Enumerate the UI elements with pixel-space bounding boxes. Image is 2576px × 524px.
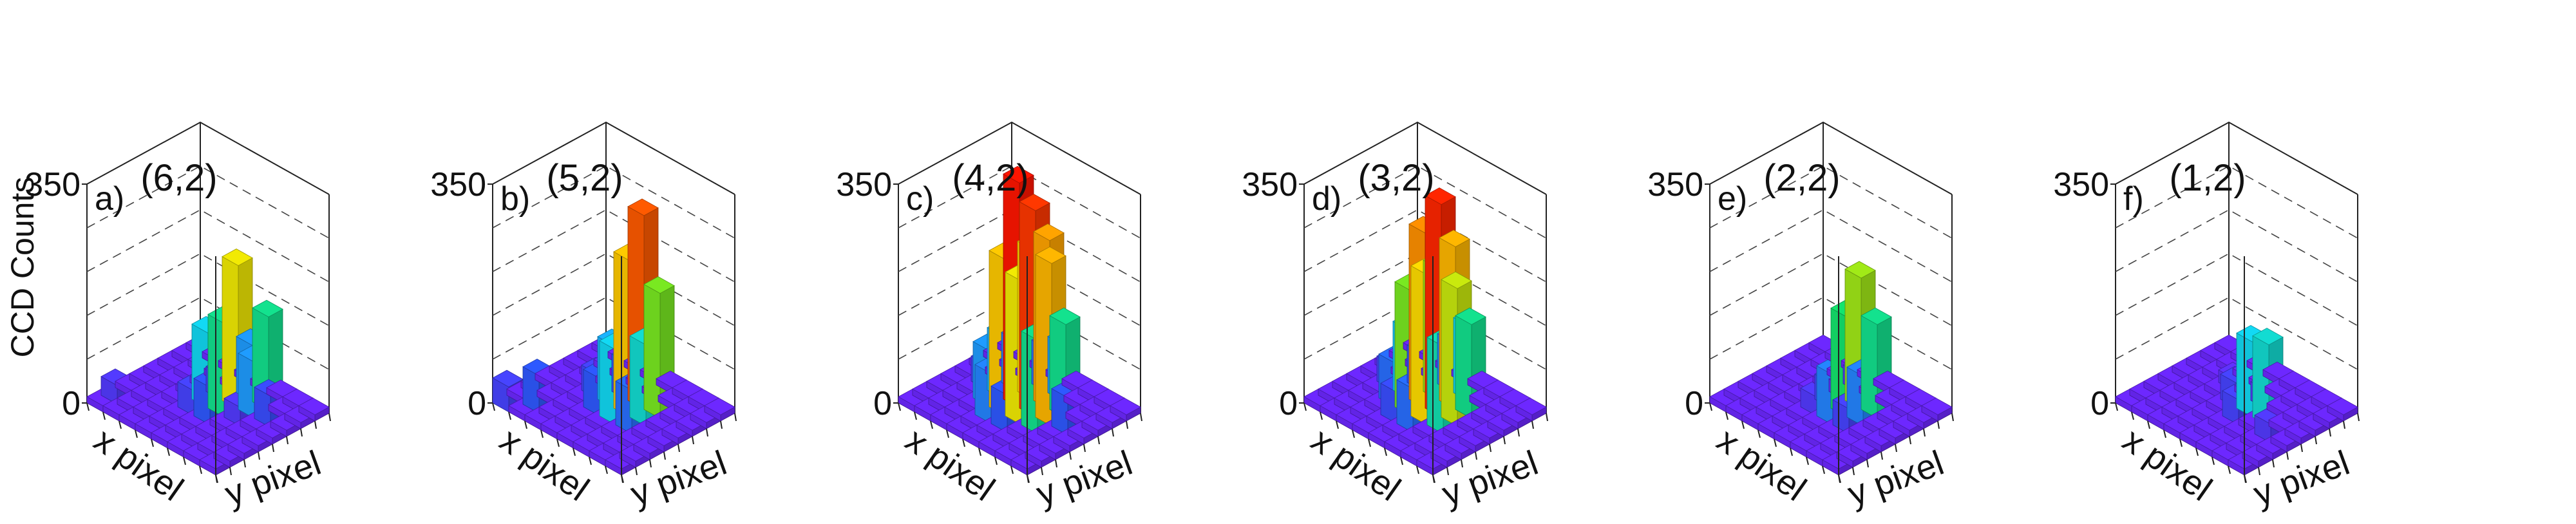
panel-2-bars	[492, 198, 735, 476]
bar	[1921, 397, 1953, 422]
panel-4-bars	[1303, 187, 1547, 476]
z-tick-label: 0	[62, 385, 80, 422]
panel-letter: a)	[95, 180, 124, 218]
panel-ticks	[2115, 402, 2360, 483]
panel-letter: d)	[1312, 180, 1341, 218]
bar	[1836, 444, 1868, 468]
z-tick-label: 0	[468, 385, 486, 422]
panel-letter: f)	[2123, 180, 2144, 218]
bar	[1501, 405, 1533, 429]
panel-frame-back	[492, 121, 735, 414]
panel-letter: e)	[1718, 180, 1747, 218]
panel-ticks	[1709, 402, 1954, 483]
panel-1-bars	[86, 248, 330, 476]
panel-title: (3,2)	[1358, 157, 1434, 199]
panel-frame-back	[86, 121, 330, 414]
bar	[704, 397, 735, 422]
z-tick-label: 0	[1279, 385, 1298, 422]
panel-letter: c)	[906, 180, 934, 218]
bar	[298, 397, 330, 422]
panel-title: (2,2)	[1763, 157, 1840, 199]
panel-6-bars	[2115, 324, 2358, 476]
z-tick-label: 0	[873, 385, 892, 422]
panel-title: (5,2)	[546, 157, 623, 199]
panel-frame-front	[1027, 256, 1028, 475]
bar	[1110, 397, 1141, 422]
panel-frame-front	[621, 256, 622, 475]
panel-title: (6,2)	[140, 157, 217, 199]
bar	[1822, 451, 1853, 476]
panel-frame-back	[2115, 121, 2358, 414]
z-tick-label: 350	[24, 166, 80, 203]
bar	[213, 444, 245, 468]
panel-frame-front	[215, 256, 216, 475]
panel-3-bars	[898, 165, 1141, 476]
z-tick-label: 350	[1242, 166, 1298, 203]
z-tick-label: 350	[836, 166, 892, 203]
z-tick-label: 0	[2090, 385, 2109, 422]
panel-ticks	[492, 402, 737, 483]
z-tick-label: 0	[1685, 385, 1703, 422]
panel-ticks	[898, 402, 1142, 483]
panel-ticks	[86, 402, 331, 483]
panel-title: (4,2)	[952, 157, 1028, 199]
panel-title: (1,2)	[2169, 157, 2246, 199]
panel-frame-front	[2244, 256, 2245, 475]
panel-frame-front	[1432, 256, 1434, 475]
z-tick-label: 350	[1647, 166, 1703, 203]
bar	[1053, 428, 1084, 453]
z-tick-label: 350	[430, 166, 486, 203]
bar	[1515, 397, 1547, 422]
panel-ticks	[1303, 402, 1548, 483]
y-axis-title: CCD Counts	[5, 177, 41, 358]
panel-5-bars	[1709, 261, 1953, 476]
bar	[1861, 307, 1892, 419]
bar	[2327, 397, 2358, 422]
bar	[2298, 413, 2330, 437]
panel-letter: b)	[500, 180, 530, 218]
panel-frame-front	[1838, 256, 1839, 475]
z-tick-label: 350	[2053, 166, 2109, 203]
